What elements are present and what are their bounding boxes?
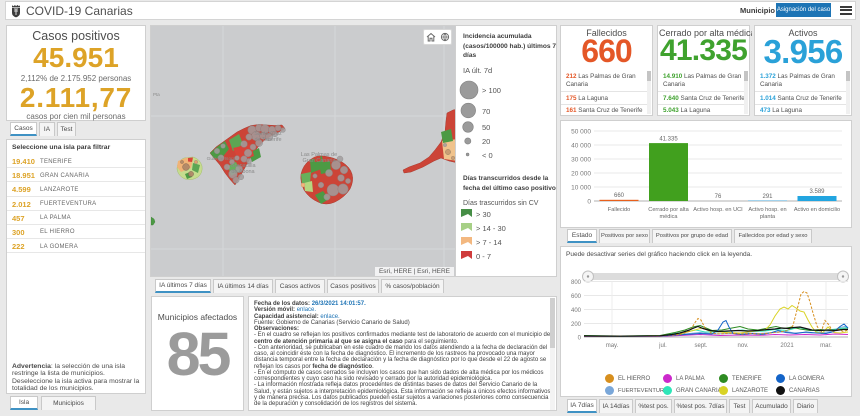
svg-text:660: 660 bbox=[614, 193, 625, 199]
svg-text:200: 200 bbox=[571, 322, 582, 328]
svg-text:0: 0 bbox=[578, 336, 582, 342]
svg-text:de Tenerife: de Tenerife bbox=[254, 137, 281, 143]
svg-text:30 000: 30 000 bbox=[571, 157, 591, 164]
svg-text:800: 800 bbox=[571, 280, 582, 286]
svg-text:Activo hosp. en: Activo hosp. en bbox=[748, 207, 786, 213]
svg-text:Granadilla: Granadilla bbox=[230, 163, 256, 169]
svg-text:Activo en domicilio: Activo en domicilio bbox=[794, 207, 840, 213]
svg-text:50 000: 50 000 bbox=[571, 129, 591, 136]
svg-text:41.335: 41.335 bbox=[659, 137, 678, 143]
svg-text:Las Palmas de: Las Palmas de bbox=[301, 152, 337, 158]
svg-text:mar.: mar. bbox=[820, 343, 832, 349]
svg-text:0: 0 bbox=[587, 199, 591, 206]
svg-text:nov.: nov. bbox=[738, 343, 749, 349]
svg-text:Gran Canaria: Gran Canaria bbox=[302, 158, 336, 164]
svg-text:40 000: 40 000 bbox=[571, 143, 591, 150]
svg-text:may.: may. bbox=[606, 343, 619, 349]
svg-text:76: 76 bbox=[715, 194, 722, 200]
svg-text:sept.: sept. bbox=[694, 343, 707, 349]
svg-text:400: 400 bbox=[571, 308, 582, 314]
svg-text:20 000: 20 000 bbox=[571, 171, 591, 178]
svg-text:Pta: Pta bbox=[153, 92, 160, 97]
svg-text:Fallecido: Fallecido bbox=[608, 207, 630, 213]
svg-text:2021: 2021 bbox=[780, 343, 794, 349]
svg-text:planta: planta bbox=[760, 214, 776, 220]
svg-text:600: 600 bbox=[571, 294, 582, 300]
svg-text:Guia de Isora: Guia de Isora bbox=[207, 156, 236, 162]
svg-text:291: 291 bbox=[762, 194, 773, 200]
svg-text:Santa Cruz: Santa Cruz bbox=[254, 131, 282, 137]
svg-text:médica: médica bbox=[659, 214, 678, 220]
svg-text:jul.: jul. bbox=[658, 343, 667, 349]
svg-text:Activo hosp. en UCI: Activo hosp. en UCI bbox=[693, 207, 743, 213]
svg-text:10 000: 10 000 bbox=[571, 185, 591, 192]
svg-text:3.589: 3.589 bbox=[809, 189, 825, 195]
svg-text:de Abona: de Abona bbox=[231, 169, 255, 175]
svg-text:Cerrado por alta: Cerrado por alta bbox=[648, 207, 689, 213]
